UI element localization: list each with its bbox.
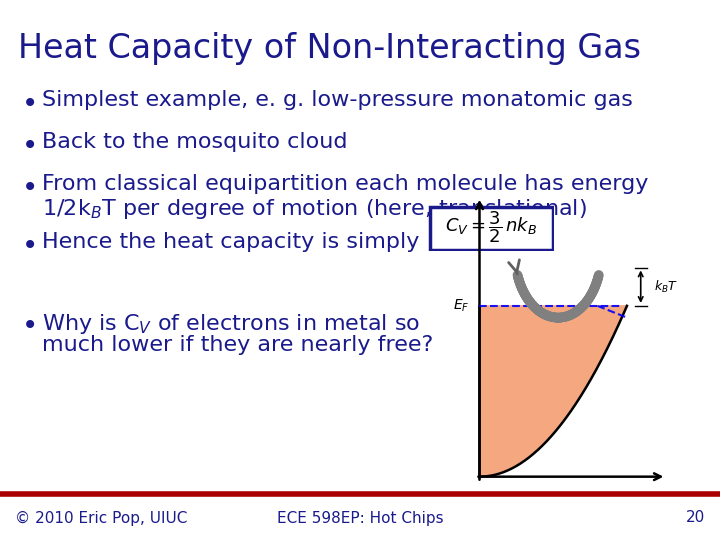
Text: •: • bbox=[22, 174, 38, 202]
Polygon shape bbox=[480, 306, 627, 477]
Text: Hence the heat capacity is simply: Hence the heat capacity is simply bbox=[42, 232, 419, 252]
Text: $k_B T$: $k_B T$ bbox=[654, 279, 678, 295]
Text: •: • bbox=[22, 312, 38, 340]
Text: ECE 598EP: Hot Chips: ECE 598EP: Hot Chips bbox=[276, 510, 444, 525]
Text: © 2010 Eric Pop, UIUC: © 2010 Eric Pop, UIUC bbox=[15, 510, 187, 525]
Text: •: • bbox=[22, 232, 38, 260]
Text: Back to the mosquito cloud: Back to the mosquito cloud bbox=[42, 132, 348, 152]
Text: $E_F$: $E_F$ bbox=[453, 298, 469, 314]
Text: much lower if they are nearly free?: much lower if they are nearly free? bbox=[42, 335, 433, 355]
Text: Why is C$_V$ of electrons in metal so: Why is C$_V$ of electrons in metal so bbox=[42, 312, 420, 336]
Text: Simplest example, e. g. low-pressure monatomic gas: Simplest example, e. g. low-pressure mon… bbox=[42, 90, 633, 110]
Text: From classical equipartition each molecule has energy: From classical equipartition each molecu… bbox=[42, 174, 649, 194]
Text: •: • bbox=[22, 90, 38, 118]
Text: 20: 20 bbox=[685, 510, 705, 525]
Text: 1/2k$_B$T per degree of motion (here, translational): 1/2k$_B$T per degree of motion (here, tr… bbox=[42, 197, 587, 221]
Text: •: • bbox=[22, 132, 38, 160]
FancyBboxPatch shape bbox=[430, 207, 553, 249]
Text: Heat Capacity of Non-Interacting Gas: Heat Capacity of Non-Interacting Gas bbox=[18, 32, 641, 65]
Text: $C_V = \dfrac{3}{2}\,nk_B$: $C_V = \dfrac{3}{2}\,nk_B$ bbox=[446, 210, 537, 245]
